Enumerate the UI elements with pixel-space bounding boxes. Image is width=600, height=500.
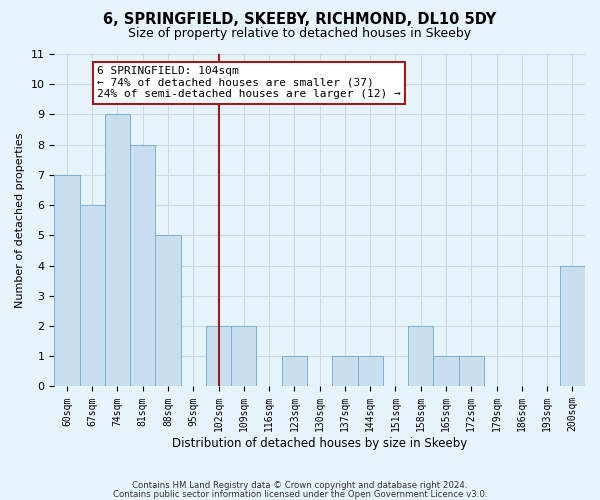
Bar <box>130 144 155 386</box>
Bar <box>458 356 484 386</box>
Bar <box>282 356 307 386</box>
Bar <box>358 356 383 386</box>
Bar <box>408 326 433 386</box>
Bar <box>231 326 256 386</box>
Bar <box>80 205 105 386</box>
Bar <box>155 236 181 386</box>
Bar <box>433 356 458 386</box>
Text: Size of property relative to detached houses in Skeeby: Size of property relative to detached ho… <box>128 28 472 40</box>
Text: 6, SPRINGFIELD, SKEEBY, RICHMOND, DL10 5DY: 6, SPRINGFIELD, SKEEBY, RICHMOND, DL10 5… <box>103 12 497 28</box>
Text: Contains HM Land Registry data © Crown copyright and database right 2024.: Contains HM Land Registry data © Crown c… <box>132 481 468 490</box>
Bar <box>54 175 80 386</box>
Text: 6 SPRINGFIELD: 104sqm
← 74% of detached houses are smaller (37)
24% of semi-deta: 6 SPRINGFIELD: 104sqm ← 74% of detached … <box>97 66 401 100</box>
X-axis label: Distribution of detached houses by size in Skeeby: Distribution of detached houses by size … <box>172 437 467 450</box>
Text: Contains public sector information licensed under the Open Government Licence v3: Contains public sector information licen… <box>113 490 487 499</box>
Y-axis label: Number of detached properties: Number of detached properties <box>15 132 25 308</box>
Bar <box>206 326 231 386</box>
Bar <box>332 356 358 386</box>
Bar <box>105 114 130 386</box>
Bar <box>560 266 585 386</box>
